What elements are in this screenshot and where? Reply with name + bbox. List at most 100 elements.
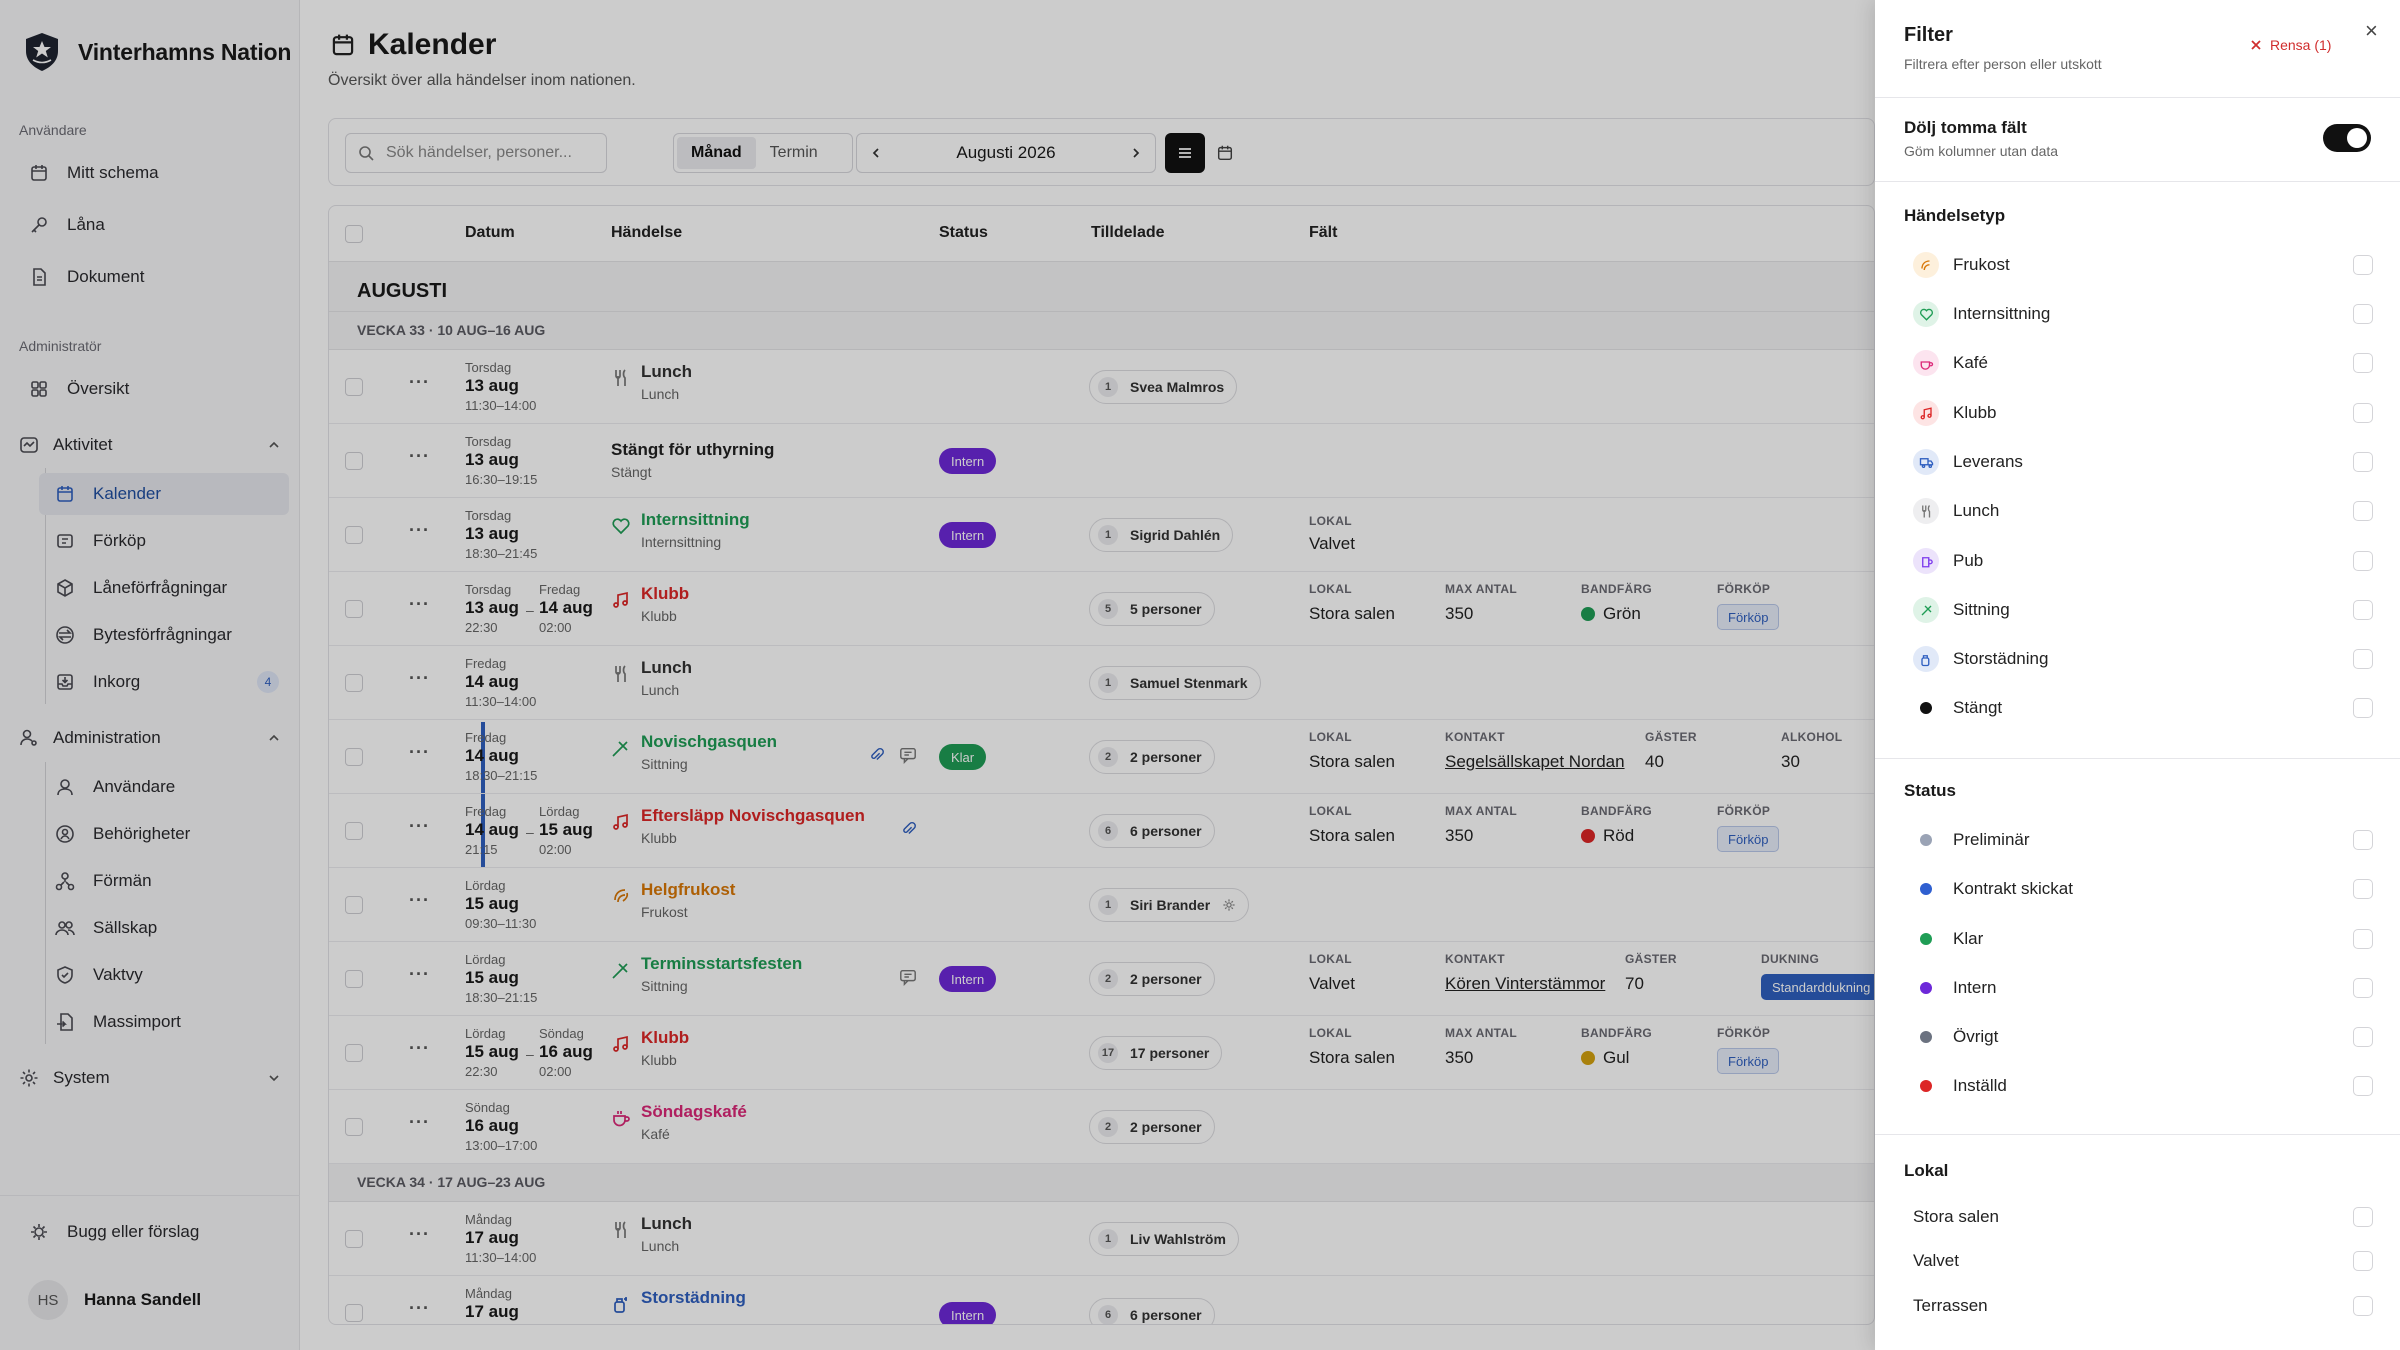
nav-users[interactable]: Användare xyxy=(39,766,289,808)
filter-venue-valvet[interactable]: Valvet xyxy=(1913,1243,2373,1279)
row-checkbox[interactable] xyxy=(345,600,363,618)
calendar-view-button[interactable] xyxy=(1205,133,1245,173)
filter-checkbox[interactable] xyxy=(2353,600,2373,620)
presale-tag[interactable]: Förköp xyxy=(1717,604,1780,630)
list-view-button[interactable] xyxy=(1165,133,1205,173)
event-name[interactable]: Storstädning xyxy=(641,1288,746,1307)
table-row[interactable]: ··· Torsdag 13 aug 16:30–19:15 Stängt fö… xyxy=(329,424,1874,498)
filter-option-stangt[interactable]: Stängt xyxy=(1913,690,2373,726)
table-row[interactable]: ··· Fredag 14 aug 21:15 – Lördag 15 aug … xyxy=(329,794,1874,868)
filter-option-storstadning[interactable]: Storstädning xyxy=(1913,641,2373,677)
assigned-chip[interactable]: 2 2 personer xyxy=(1089,962,1215,996)
row-checkbox[interactable] xyxy=(345,1044,363,1062)
filter-checkbox[interactable] xyxy=(2353,830,2373,850)
select-all-checkbox[interactable] xyxy=(345,225,363,243)
filter-status-intern[interactable]: Intern xyxy=(1913,970,2373,1006)
hide-empty-toggle[interactable] xyxy=(2323,124,2371,152)
filter-status-preliminar[interactable]: Preliminär xyxy=(1913,822,2373,858)
filter-checkbox[interactable] xyxy=(2353,1027,2373,1047)
table-row[interactable]: ··· Lördag 15 aug 09:30–11:30 Helgfrukos… xyxy=(329,868,1874,942)
user-profile[interactable]: HS Hanna Sandell xyxy=(28,1280,201,1320)
attachment-icon[interactable] xyxy=(899,820,919,840)
filter-checkbox[interactable] xyxy=(2353,879,2373,899)
filter-option-frukost[interactable]: Frukost xyxy=(1913,247,2373,283)
brand[interactable]: Vinterhamns Nation xyxy=(24,30,291,74)
row-menu-button[interactable]: ··· xyxy=(409,594,430,614)
assigned-chip[interactable]: 6 6 personer xyxy=(1089,814,1215,848)
filter-checkbox[interactable] xyxy=(2353,978,2373,998)
assigned-chip[interactable]: 1 Siri Brander xyxy=(1089,888,1250,922)
group-system[interactable]: System xyxy=(19,1060,281,1096)
filter-checkbox[interactable] xyxy=(2353,353,2373,373)
row-checkbox[interactable] xyxy=(345,378,363,396)
filter-checkbox[interactable] xyxy=(2353,501,2373,521)
row-menu-button[interactable]: ··· xyxy=(409,1298,430,1318)
row-checkbox[interactable] xyxy=(345,896,363,914)
table-row[interactable]: ··· Fredag 14 aug 18:30–21:15 Novischgas… xyxy=(329,720,1874,794)
close-icon[interactable]: × xyxy=(2365,18,2378,43)
filter-checkbox[interactable] xyxy=(2353,1251,2373,1271)
row-menu-button[interactable]: ··· xyxy=(409,520,430,540)
table-row[interactable]: ··· Torsdag 13 aug 11:30–14:00 Lunch Lun… xyxy=(329,350,1874,424)
chevron-right-icon[interactable] xyxy=(1129,146,1143,160)
row-checkbox[interactable] xyxy=(345,674,363,692)
row-checkbox[interactable] xyxy=(345,822,363,840)
event-name[interactable]: Internsittning xyxy=(641,510,750,529)
contact-link[interactable]: Segelsällskapet Nordan xyxy=(1445,752,1625,771)
row-checkbox[interactable] xyxy=(345,748,363,766)
filter-checkbox[interactable] xyxy=(2353,929,2373,949)
event-name[interactable]: Klubb xyxy=(641,1028,690,1047)
nav-presale[interactable]: Förköp xyxy=(39,520,289,562)
table-row[interactable]: ··· Lördag 15 aug 18:30–21:15 Terminssta… xyxy=(329,942,1874,1016)
assigned-chip[interactable]: 1 Sigrid Dahlén xyxy=(1089,518,1234,552)
event-name[interactable]: Lunch xyxy=(641,658,692,677)
event-name[interactable]: Lunch xyxy=(641,362,692,381)
assigned-chip[interactable]: 17 17 personer xyxy=(1089,1036,1223,1070)
event-name[interactable]: Terminsstartsfesten xyxy=(641,954,803,973)
filter-option-internsittning[interactable]: Internsittning xyxy=(1913,296,2373,332)
event-name[interactable]: Stängt för uthyrning xyxy=(611,440,775,459)
nav-documents[interactable]: Dokument xyxy=(19,256,289,298)
row-menu-button[interactable]: ··· xyxy=(409,816,430,836)
row-menu-button[interactable]: ··· xyxy=(409,1112,430,1132)
contact-link[interactable]: Kören Vinterstämmor xyxy=(1445,974,1606,993)
nav-guard-view[interactable]: Vaktvy xyxy=(39,954,289,996)
view-month-button[interactable]: Månad xyxy=(677,137,756,169)
nav-companies[interactable]: Sällskap xyxy=(39,907,289,949)
filter-status-klar[interactable]: Klar xyxy=(1913,921,2373,957)
row-menu-button[interactable]: ··· xyxy=(409,668,430,688)
table-row[interactable]: ··· Fredag 14 aug 11:30–14:00 Lunch Lunc… xyxy=(329,646,1874,720)
filter-checkbox[interactable] xyxy=(2353,1296,2373,1316)
nav-foremen[interactable]: Förmän xyxy=(39,860,289,902)
chevron-left-icon[interactable] xyxy=(869,146,883,160)
nav-mass-import[interactable]: Massimport xyxy=(39,1001,289,1043)
event-name[interactable]: Klubb xyxy=(641,584,690,603)
row-menu-button[interactable]: ··· xyxy=(409,446,430,466)
nav-overview[interactable]: Översikt xyxy=(19,368,289,410)
nav-my-schedule[interactable]: Mitt schema xyxy=(19,152,289,194)
table-row[interactable]: ··· Torsdag 13 aug 22:30 – Fredag 14 aug… xyxy=(329,572,1874,646)
row-checkbox[interactable] xyxy=(345,1304,363,1322)
col-status[interactable]: Status xyxy=(939,224,988,241)
nav-permissions[interactable]: Behörigheter xyxy=(39,813,289,855)
clear-filters-button[interactable]: Rensa (1) xyxy=(2250,37,2331,53)
row-checkbox[interactable] xyxy=(345,1230,363,1248)
assigned-chip[interactable]: 5 5 personer xyxy=(1089,592,1215,626)
col-assigned[interactable]: Tilldelade xyxy=(1091,224,1165,241)
event-name[interactable]: Helgfrukost xyxy=(641,880,736,899)
filter-venue-stora-salen[interactable]: Stora salen xyxy=(1913,1199,2373,1235)
presale-tag[interactable]: Förköp xyxy=(1717,1048,1780,1074)
filter-checkbox[interactable] xyxy=(2353,452,2373,472)
filter-option-pub[interactable]: Pub xyxy=(1913,543,2373,579)
row-menu-button[interactable]: ··· xyxy=(409,1224,430,1244)
filter-option-leverans[interactable]: Leverans xyxy=(1913,444,2373,480)
filter-checkbox[interactable] xyxy=(2353,255,2373,275)
filter-status-ovrigt[interactable]: Övrigt xyxy=(1913,1019,2373,1055)
event-name[interactable]: Novischgasquen xyxy=(641,732,778,751)
attachment-icon[interactable] xyxy=(867,746,887,766)
row-checkbox[interactable] xyxy=(345,970,363,988)
row-checkbox[interactable] xyxy=(345,452,363,470)
filter-checkbox[interactable] xyxy=(2353,649,2373,669)
nav-inbox[interactable]: Inkorg 4 xyxy=(39,661,289,703)
